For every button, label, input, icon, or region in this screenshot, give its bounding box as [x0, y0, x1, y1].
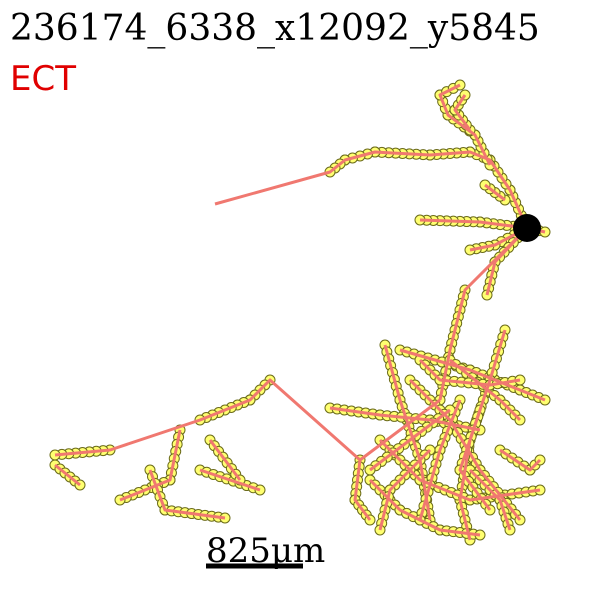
- branch: [453, 94, 472, 131]
- branch: [449, 358, 522, 422]
- branch: [499, 448, 542, 472]
- branch: [419, 218, 528, 230]
- title: 236174_6338_x12092_y5845: [10, 8, 540, 49]
- branch: [484, 183, 506, 202]
- branch: [378, 448, 432, 531]
- branch: [408, 378, 522, 521]
- branch: [214, 150, 529, 229]
- branch: [54, 378, 361, 462]
- branch: [418, 358, 521, 387]
- branch: [329, 406, 481, 432]
- branch: [54, 463, 81, 487]
- branch: [353, 398, 441, 521]
- branch: [438, 226, 529, 401]
- branch: [378, 438, 541, 502]
- branch: [399, 348, 546, 402]
- branch: [383, 344, 432, 521]
- scale-bar-label: 825μm: [206, 531, 325, 571]
- branch: [438, 83, 492, 166]
- branch: [199, 468, 261, 492]
- branch: [369, 408, 451, 472]
- branch: [208, 439, 242, 481]
- branch: [119, 429, 182, 502]
- soma: [513, 214, 541, 242]
- neuron: [49, 79, 551, 546]
- branch: [148, 469, 226, 520]
- cell-type-label: ECT: [10, 59, 76, 99]
- branch: [458, 409, 492, 511]
- branch: [468, 468, 512, 531]
- branch: [418, 399, 462, 521]
